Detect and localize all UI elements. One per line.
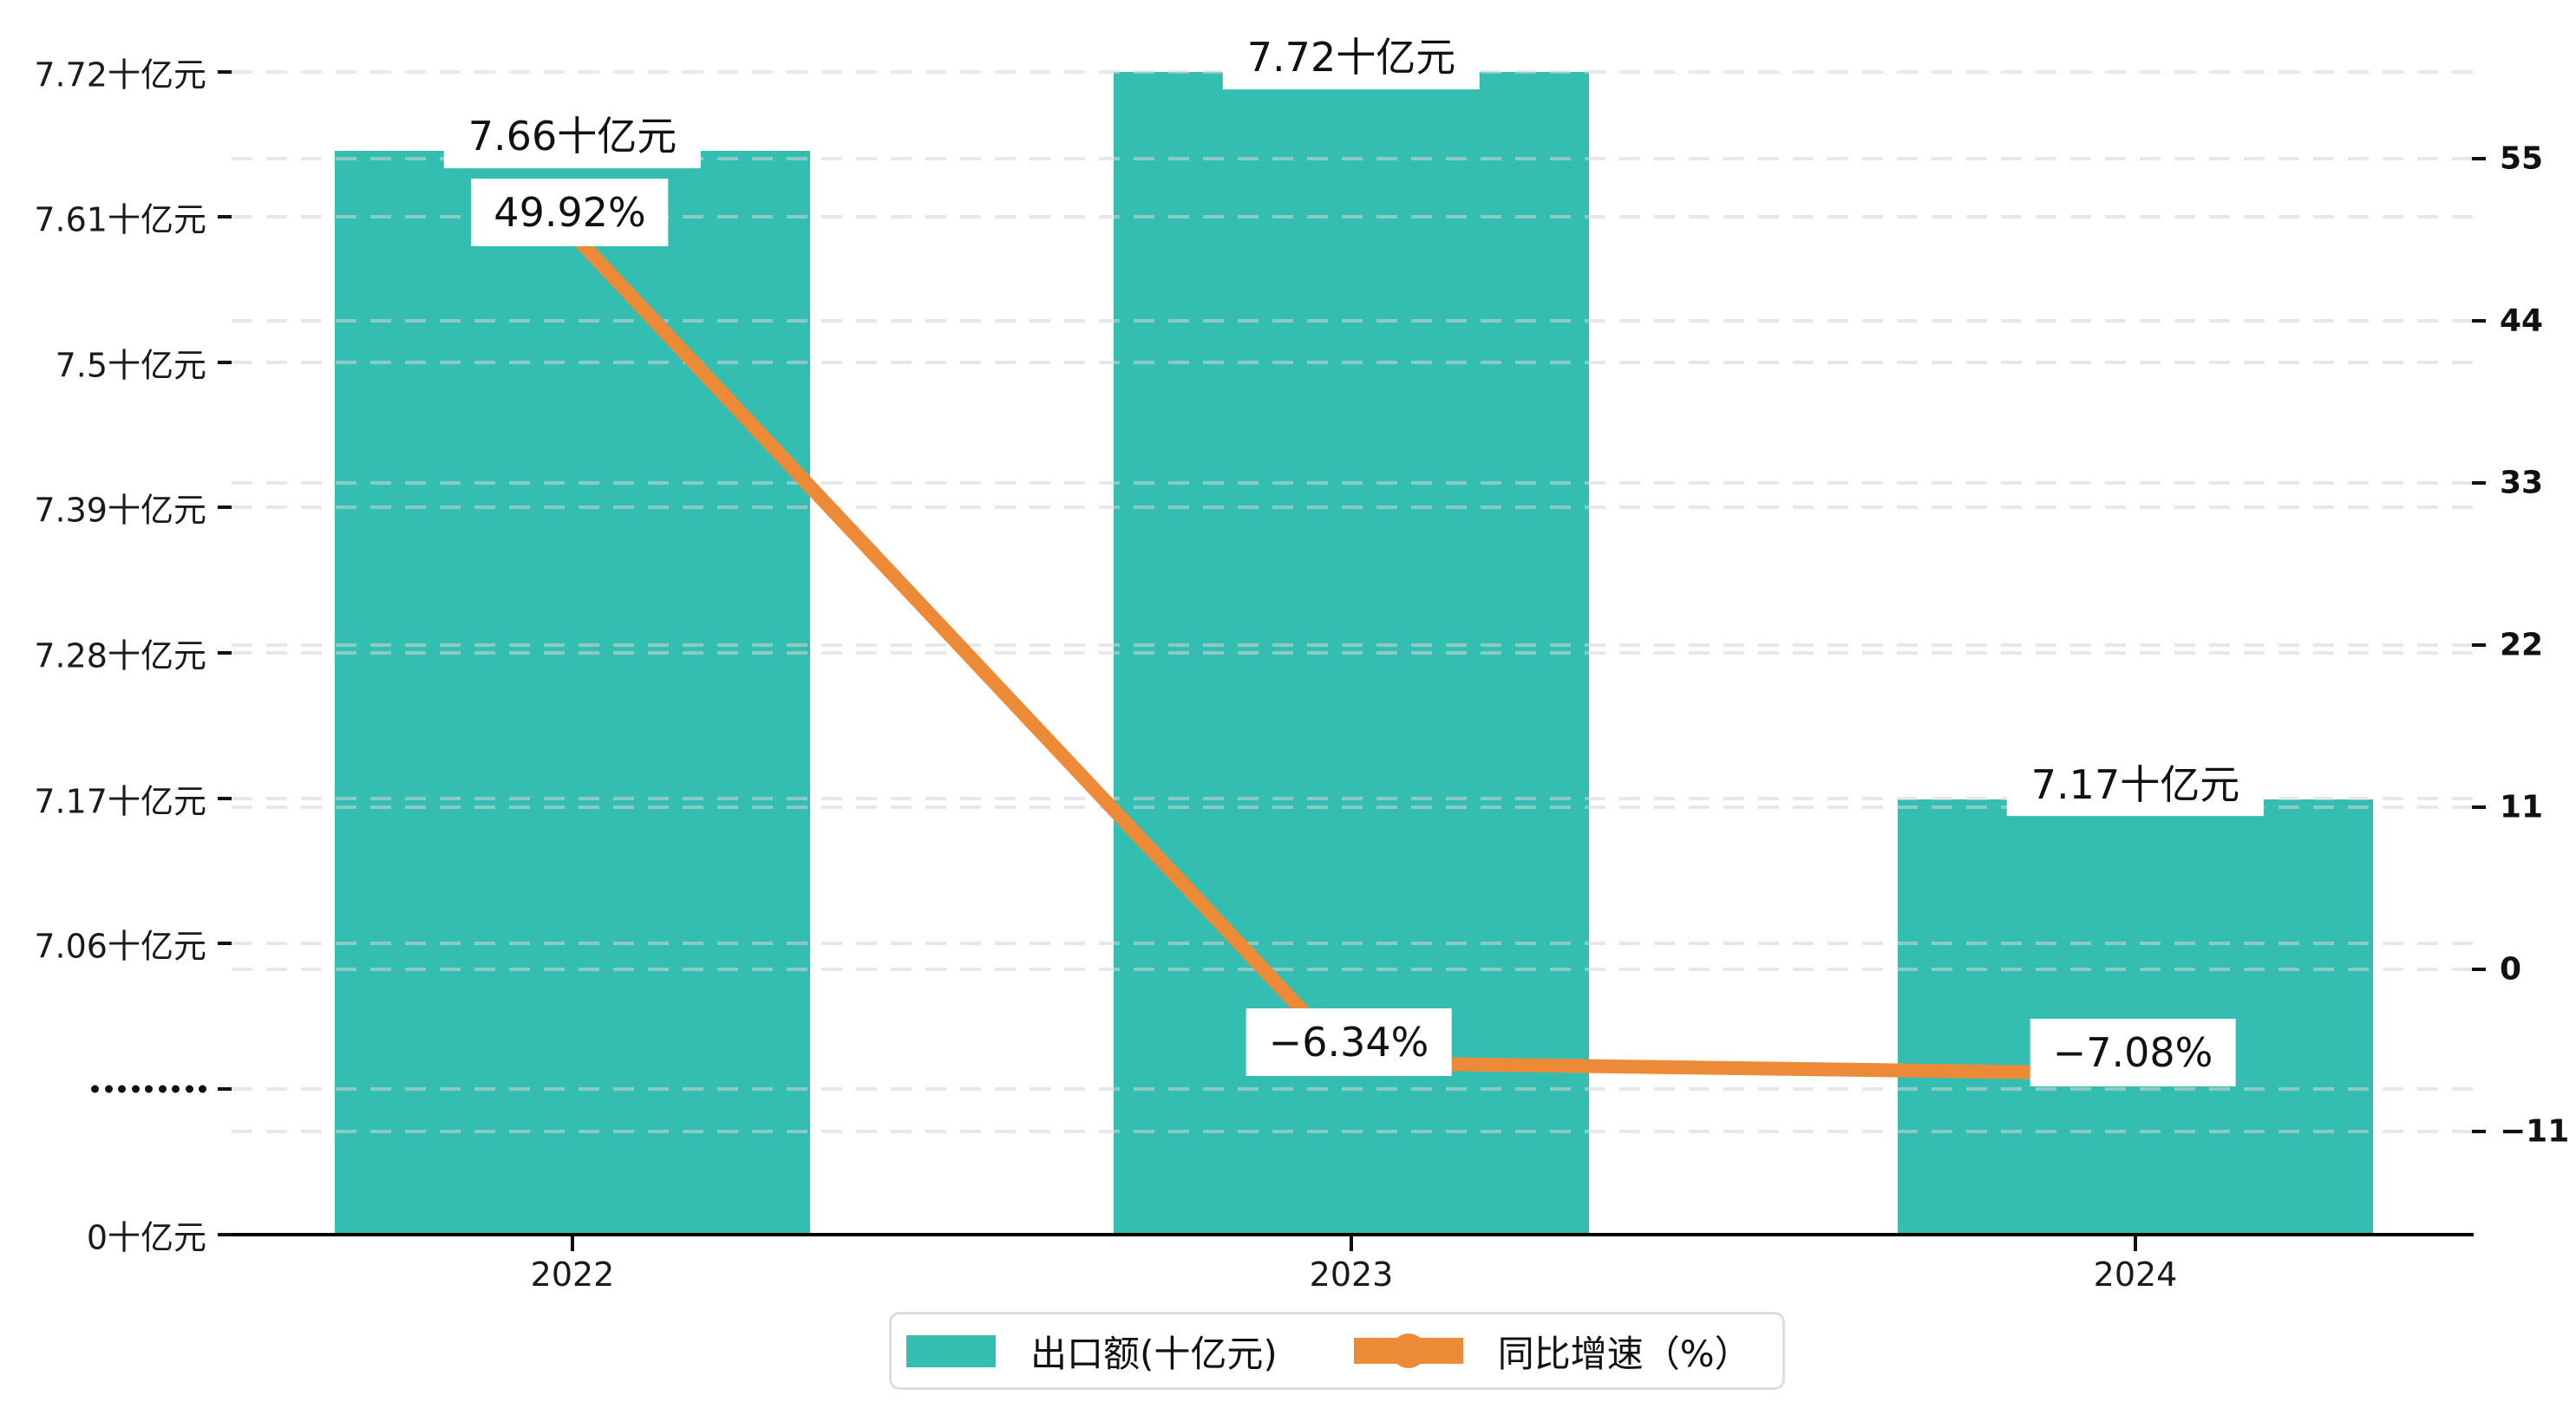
gridline	[232, 651, 2474, 655]
gridline	[232, 942, 2474, 945]
gridline	[232, 361, 2474, 364]
growth-label-2023: −6.34%	[1246, 1007, 1452, 1076]
gridline	[232, 157, 2474, 160]
right-axis-label: 0	[2500, 951, 2522, 988]
left-axis-label: 0十亿元	[86, 1218, 206, 1257]
left-axis-label: 7.5十亿元	[55, 346, 206, 385]
left-axis-tick	[218, 361, 232, 364]
gridline	[232, 805, 2474, 809]
left-axis-label: 7.39十亿元	[34, 491, 206, 530]
left-axis-label: 7.06十亿元	[34, 927, 206, 966]
left-axis-tick	[218, 215, 232, 218]
right-axis-label: 11	[2500, 789, 2544, 825]
bar-series-swatch-icon	[906, 1334, 996, 1367]
bar-value-label-2023: 7.72十亿元	[1222, 26, 1481, 89]
gridline	[232, 797, 2474, 800]
left-axis-label: 7.28十亿元	[34, 636, 206, 675]
gridline	[232, 481, 2474, 485]
gridline	[232, 319, 2474, 323]
right-axis-tick	[2472, 643, 2486, 647]
bar-value-label-2024: 7.17十亿元	[2006, 753, 2265, 817]
legend-item-growth-rate[interactable]: 同比增速（%）	[1353, 1325, 1751, 1378]
bar-value-label-2022: 7.66十亿元	[443, 105, 702, 169]
right-axis-tick	[2472, 481, 2486, 485]
x-axis-label-2023: 2023	[1309, 1255, 1394, 1294]
right-axis-label: 22	[2500, 627, 2544, 663]
growth-label-2024: −7.08%	[2030, 1019, 2236, 1087]
left-axis-label: 7.72十亿元	[34, 55, 206, 95]
axis-break-dots-icon	[91, 1085, 206, 1093]
left-axis-label: 7.17十亿元	[34, 782, 206, 821]
legend: 出口额(十亿元) 同比增速（%）	[889, 1312, 1785, 1390]
gridline	[232, 1130, 2474, 1133]
right-axis-tick	[2472, 157, 2486, 160]
left-axis-label: 7.61十亿元	[34, 200, 206, 239]
gridline	[232, 968, 2474, 971]
gridline	[232, 1087, 2474, 1091]
growth-label-2022: 49.92%	[471, 179, 669, 247]
x-axis-label-2024: 2024	[2093, 1255, 2178, 1294]
right-axis-tick	[2472, 968, 2486, 971]
right-axis-tick	[2472, 319, 2486, 323]
gridline	[232, 505, 2474, 509]
right-axis-label: 33	[2500, 465, 2544, 501]
line-series-swatch-icon	[1353, 1333, 1463, 1368]
growth-line	[567, 228, 2136, 1081]
x-axis-tick	[571, 1235, 574, 1251]
bar-2024[interactable]	[1898, 799, 2373, 1235]
gridline	[232, 215, 2474, 218]
left-axis-tick	[218, 1087, 232, 1091]
left-axis-tick	[218, 505, 232, 509]
x-axis-label-2022: 2022	[530, 1255, 615, 1294]
left-axis-tick	[218, 70, 232, 74]
right-axis-label: −11	[2500, 1113, 2570, 1150]
left-axis-tick	[218, 651, 232, 655]
left-axis-tick	[218, 797, 232, 800]
x-axis-tick	[1350, 1235, 1353, 1251]
gridline	[232, 643, 2474, 647]
x-axis-tick	[2134, 1235, 2137, 1251]
right-axis-tick	[2472, 805, 2486, 809]
bar-2022[interactable]	[335, 151, 810, 1235]
right-axis-tick	[2472, 1130, 2486, 1133]
right-axis-label: 44	[2500, 303, 2544, 339]
legend-bar-label: 出口额(十亿元)	[1030, 1332, 1278, 1375]
x-axis-line	[232, 1233, 2474, 1236]
right-axis-label: 55	[2500, 140, 2544, 177]
legend-item-export-value[interactable]: 出口额(十亿元)	[906, 1325, 1278, 1378]
legend-line-label: 同比增速（%）	[1497, 1332, 1751, 1375]
left-axis-tick	[218, 1233, 232, 1236]
left-axis-tick	[218, 942, 232, 945]
